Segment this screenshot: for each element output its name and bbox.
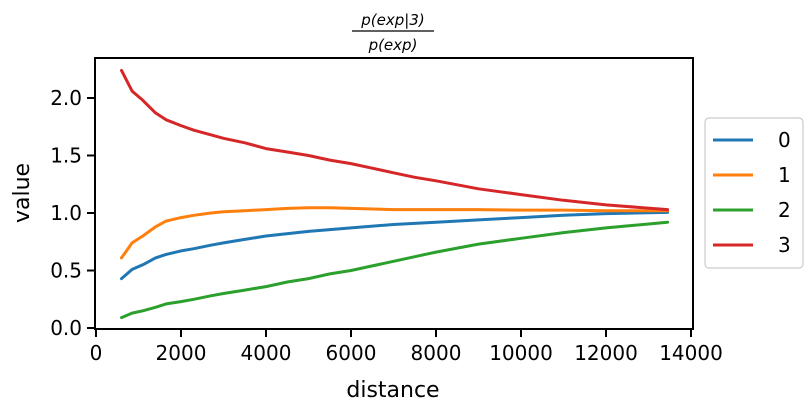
legend-label-3: 3 xyxy=(778,233,791,257)
series-line-2 xyxy=(120,220,670,320)
title-denominator: p(exp) xyxy=(368,36,418,54)
y-axis-label: value xyxy=(10,163,35,223)
chart-title: p(exp|3) p(exp) xyxy=(352,11,434,54)
legend: 0 1 2 3 xyxy=(704,117,804,269)
x-axis: 0 2000 4000 6000 8000 10000 12000 14000 xyxy=(90,329,723,365)
plot-frame xyxy=(94,57,694,330)
x-tick-label: 4000 xyxy=(241,341,292,365)
plot-area xyxy=(120,68,670,320)
series-line-3 xyxy=(120,68,670,212)
y-axis: 0.0 0.5 1.0 1.5 2.0 xyxy=(50,86,95,340)
legend-label-0: 0 xyxy=(778,128,791,152)
x-axis-label: distance xyxy=(346,378,439,403)
x-tick-label: 12000 xyxy=(574,341,638,365)
x-tick-label: 2000 xyxy=(156,341,207,365)
legend-label-1: 1 xyxy=(778,163,791,187)
series-line-1 xyxy=(120,206,670,260)
y-tick-label: 2.0 xyxy=(50,86,82,110)
series-line-0 xyxy=(120,210,670,281)
y-tick-label: 1.5 xyxy=(50,144,82,168)
y-tick-label: 0.0 xyxy=(50,316,82,340)
x-tick-label: 14000 xyxy=(659,341,723,365)
legend-frame xyxy=(704,117,804,269)
x-tick-label: 6000 xyxy=(326,341,377,365)
x-tick-label: 8000 xyxy=(411,341,462,365)
y-tick-label: 1.0 xyxy=(50,201,82,225)
x-tick-label: 0 xyxy=(90,341,103,365)
title-numerator: p(exp|3) xyxy=(360,11,424,29)
legend-label-2: 2 xyxy=(778,198,791,222)
x-tick-label: 10000 xyxy=(489,341,553,365)
y-tick-label: 0.5 xyxy=(50,259,82,283)
